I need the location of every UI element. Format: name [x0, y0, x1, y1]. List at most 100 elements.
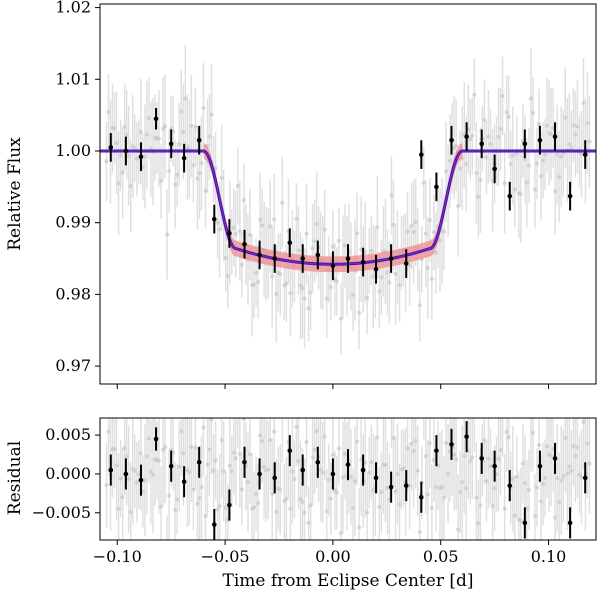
- raw-point: [163, 445, 168, 450]
- binned-point: [552, 134, 558, 139]
- raw-point: [296, 459, 301, 464]
- raw-point: [118, 476, 123, 481]
- raw-point: [486, 456, 491, 461]
- raw-point: [122, 124, 127, 129]
- raw-point: [278, 272, 283, 277]
- raw-point: [510, 477, 515, 482]
- raw-point: [116, 506, 121, 511]
- raw-point: [318, 467, 323, 472]
- raw-point: [118, 153, 123, 158]
- binned-point: [360, 259, 366, 265]
- raw-point: [106, 109, 111, 114]
- raw-point: [537, 442, 542, 447]
- raw-point: [254, 270, 259, 275]
- raw-point: [537, 122, 542, 127]
- raw-point: [254, 491, 259, 496]
- raw-point: [298, 283, 303, 288]
- raw-point: [446, 471, 451, 476]
- raw-point: [308, 290, 313, 295]
- raw-point: [571, 444, 576, 449]
- raw-point: [189, 444, 194, 449]
- raw-point: [209, 418, 214, 422]
- binned-point: [388, 256, 394, 261]
- raw-point: [518, 518, 523, 523]
- raw-point: [433, 485, 438, 490]
- raw-point: [144, 132, 149, 137]
- raw-point: [476, 521, 481, 526]
- binned-point: [522, 141, 528, 147]
- raw-point: [504, 110, 509, 115]
- raw-point: [549, 453, 554, 458]
- raw-point: [545, 444, 550, 449]
- raw-point: [460, 479, 465, 484]
- raw-point: [490, 178, 495, 183]
- bottom-x-ticks: −0.10 −0.05 0.00 0.05 0.10: [93, 540, 566, 566]
- raw-point: [575, 124, 580, 129]
- raw-point: [427, 218, 432, 223]
- raw-point: [193, 124, 198, 129]
- raw-point: [114, 463, 119, 468]
- raw-point: [233, 231, 238, 236]
- raw-point: [193, 445, 198, 450]
- binned-point: [138, 477, 144, 483]
- raw-point: [526, 163, 531, 168]
- binned-point: [388, 484, 394, 490]
- raw-point: [543, 475, 548, 480]
- raw-point: [112, 447, 117, 452]
- raw-point: [543, 152, 548, 157]
- raw-point: [557, 174, 562, 179]
- raw-point: [217, 227, 222, 232]
- raw-point: [575, 445, 580, 450]
- raw-point: [181, 129, 186, 134]
- bottom-y-axis-label: Residual: [5, 441, 25, 515]
- binned-point: [373, 266, 379, 272]
- raw-point: [520, 461, 525, 466]
- raw-point: [211, 468, 216, 473]
- raw-point: [488, 141, 493, 146]
- raw-point: [144, 454, 149, 459]
- raw-point: [351, 505, 356, 510]
- raw-point: [231, 450, 236, 455]
- raw-point: [557, 500, 562, 505]
- raw-point: [561, 474, 566, 479]
- raw-point: [239, 262, 244, 267]
- raw-point: [385, 270, 390, 275]
- raw-point: [405, 229, 410, 234]
- raw-point: [565, 471, 570, 476]
- binned-point: [345, 462, 351, 467]
- raw-point: [296, 248, 301, 253]
- raw-point: [302, 296, 307, 301]
- binned-point: [168, 463, 174, 469]
- raw-point: [393, 489, 398, 494]
- raw-point: [280, 410, 284, 414]
- raw-point: [472, 92, 477, 97]
- raw-point: [555, 152, 560, 157]
- raw-point: [280, 200, 285, 205]
- raw-point: [288, 506, 293, 511]
- raw-point: [458, 166, 463, 171]
- raw-point: [427, 441, 432, 446]
- raw-point: [407, 483, 412, 488]
- binned-point: [300, 467, 306, 473]
- raw-point: [124, 454, 129, 459]
- top-x-ticks: [116, 384, 550, 389]
- raw-point: [272, 217, 277, 222]
- top-y-axis-label: Relative Flux: [5, 137, 25, 251]
- binned-point: [315, 459, 321, 465]
- raw-point: [482, 117, 487, 122]
- raw-point: [355, 231, 360, 236]
- raw-point: [300, 500, 305, 505]
- binned-point: [479, 141, 485, 147]
- raw-point: [239, 487, 244, 492]
- raw-point: [371, 274, 376, 279]
- raw-point: [496, 134, 501, 139]
- binned-point: [257, 252, 262, 258]
- raw-point: [442, 495, 447, 500]
- raw-point: [379, 490, 384, 495]
- raw-point: [502, 506, 507, 511]
- binned-point: [181, 155, 187, 161]
- binned-point: [196, 459, 202, 465]
- raw-point: [496, 456, 501, 461]
- raw-point: [306, 520, 311, 525]
- raw-point: [138, 451, 143, 456]
